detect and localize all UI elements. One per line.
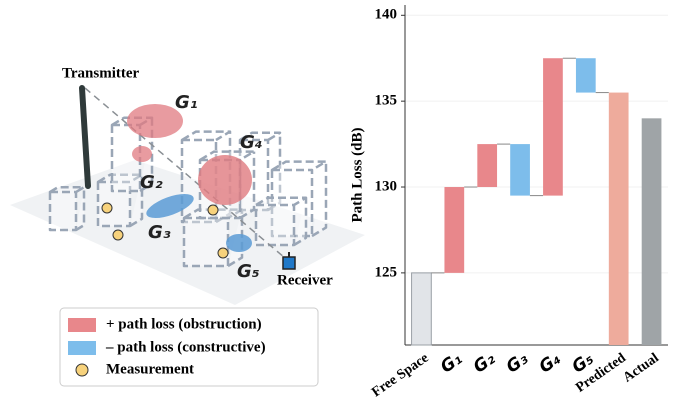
- legend-label: + path loss (obstruction): [106, 316, 262, 332]
- y-tick-label: 135: [375, 93, 398, 109]
- figure: Transmitter Receiver G₁ G₂ G₃ G₄ G₅ + pa…: [0, 0, 689, 407]
- gaussian-label: G₁: [175, 92, 198, 113]
- legend-swatch: [68, 341, 96, 355]
- x-tick-label: G₂: [470, 348, 499, 377]
- legend-swatch: [68, 318, 96, 332]
- legend-label: Measurement: [106, 361, 194, 377]
- x-tick-label: G₃: [503, 348, 532, 377]
- y-tick-label: 125: [375, 264, 398, 280]
- bar: [609, 93, 629, 345]
- transmitter-pole: [82, 88, 88, 186]
- y-axis-label: Path Loss (dB): [349, 127, 365, 222]
- measurement: [218, 248, 228, 258]
- bar: [477, 144, 497, 187]
- x-tick-label: G₁: [437, 349, 466, 378]
- gaussian-label: G₅: [237, 261, 260, 282]
- bar: [510, 144, 530, 196]
- measurement: [208, 205, 218, 215]
- transmitter-label: Transmitter: [62, 65, 140, 81]
- bar: [543, 58, 563, 195]
- receiver-label: Receiver: [277, 272, 333, 288]
- bar: [444, 187, 464, 273]
- obstruction: [132, 146, 152, 162]
- bar: [576, 58, 596, 92]
- legend-swatch: [76, 364, 88, 376]
- gaussian-label: G₃: [148, 222, 171, 243]
- constructive: [226, 234, 252, 252]
- bar: [412, 273, 432, 345]
- x-tick-label: Actual: [621, 351, 662, 386]
- measurement: [102, 203, 112, 213]
- gaussian-label: G₄: [240, 132, 263, 153]
- y-tick-label: 140: [375, 7, 398, 23]
- gaussian-label: G₂: [140, 172, 163, 193]
- x-tick-label: Free Space: [369, 351, 431, 401]
- obstruction: [198, 155, 252, 205]
- y-tick-label: 130: [375, 178, 398, 194]
- x-tick-label: G₄: [536, 349, 565, 378]
- legend-label: – path loss (constructive): [105, 339, 266, 355]
- bar: [642, 118, 662, 345]
- measurement: [113, 230, 123, 240]
- receiver: [283, 257, 295, 269]
